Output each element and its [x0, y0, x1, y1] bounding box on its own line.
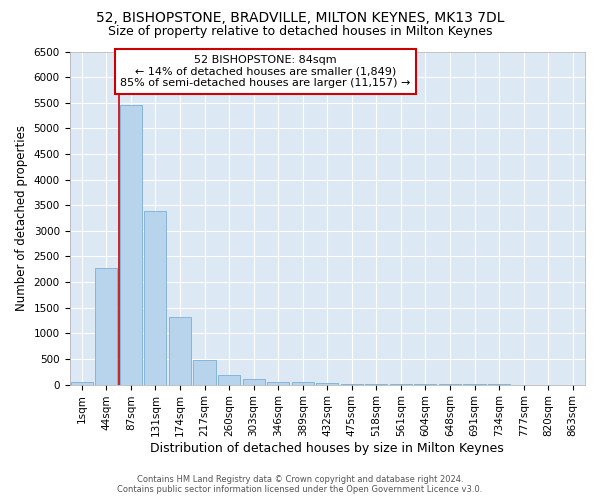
X-axis label: Distribution of detached houses by size in Milton Keynes: Distribution of detached houses by size …	[151, 442, 504, 455]
Bar	[193, 360, 215, 384]
Bar	[242, 380, 265, 384]
Bar	[120, 106, 142, 384]
Text: Contains HM Land Registry data © Crown copyright and database right 2024.
Contai: Contains HM Land Registry data © Crown c…	[118, 474, 482, 494]
Text: 52 BISHOPSTONE: 84sqm
← 14% of detached houses are smaller (1,849)
85% of semi-d: 52 BISHOPSTONE: 84sqm ← 14% of detached …	[120, 55, 410, 88]
Text: Size of property relative to detached houses in Milton Keynes: Size of property relative to detached ho…	[108, 25, 492, 38]
Bar	[316, 383, 338, 384]
Bar	[71, 382, 93, 384]
Bar	[145, 212, 166, 384]
Text: 52, BISHOPSTONE, BRADVILLE, MILTON KEYNES, MK13 7DL: 52, BISHOPSTONE, BRADVILLE, MILTON KEYNE…	[96, 11, 504, 25]
Bar	[169, 318, 191, 384]
Bar	[292, 382, 314, 384]
Bar	[267, 382, 289, 384]
Y-axis label: Number of detached properties: Number of detached properties	[15, 125, 28, 311]
Bar	[95, 268, 118, 384]
Bar	[218, 375, 240, 384]
